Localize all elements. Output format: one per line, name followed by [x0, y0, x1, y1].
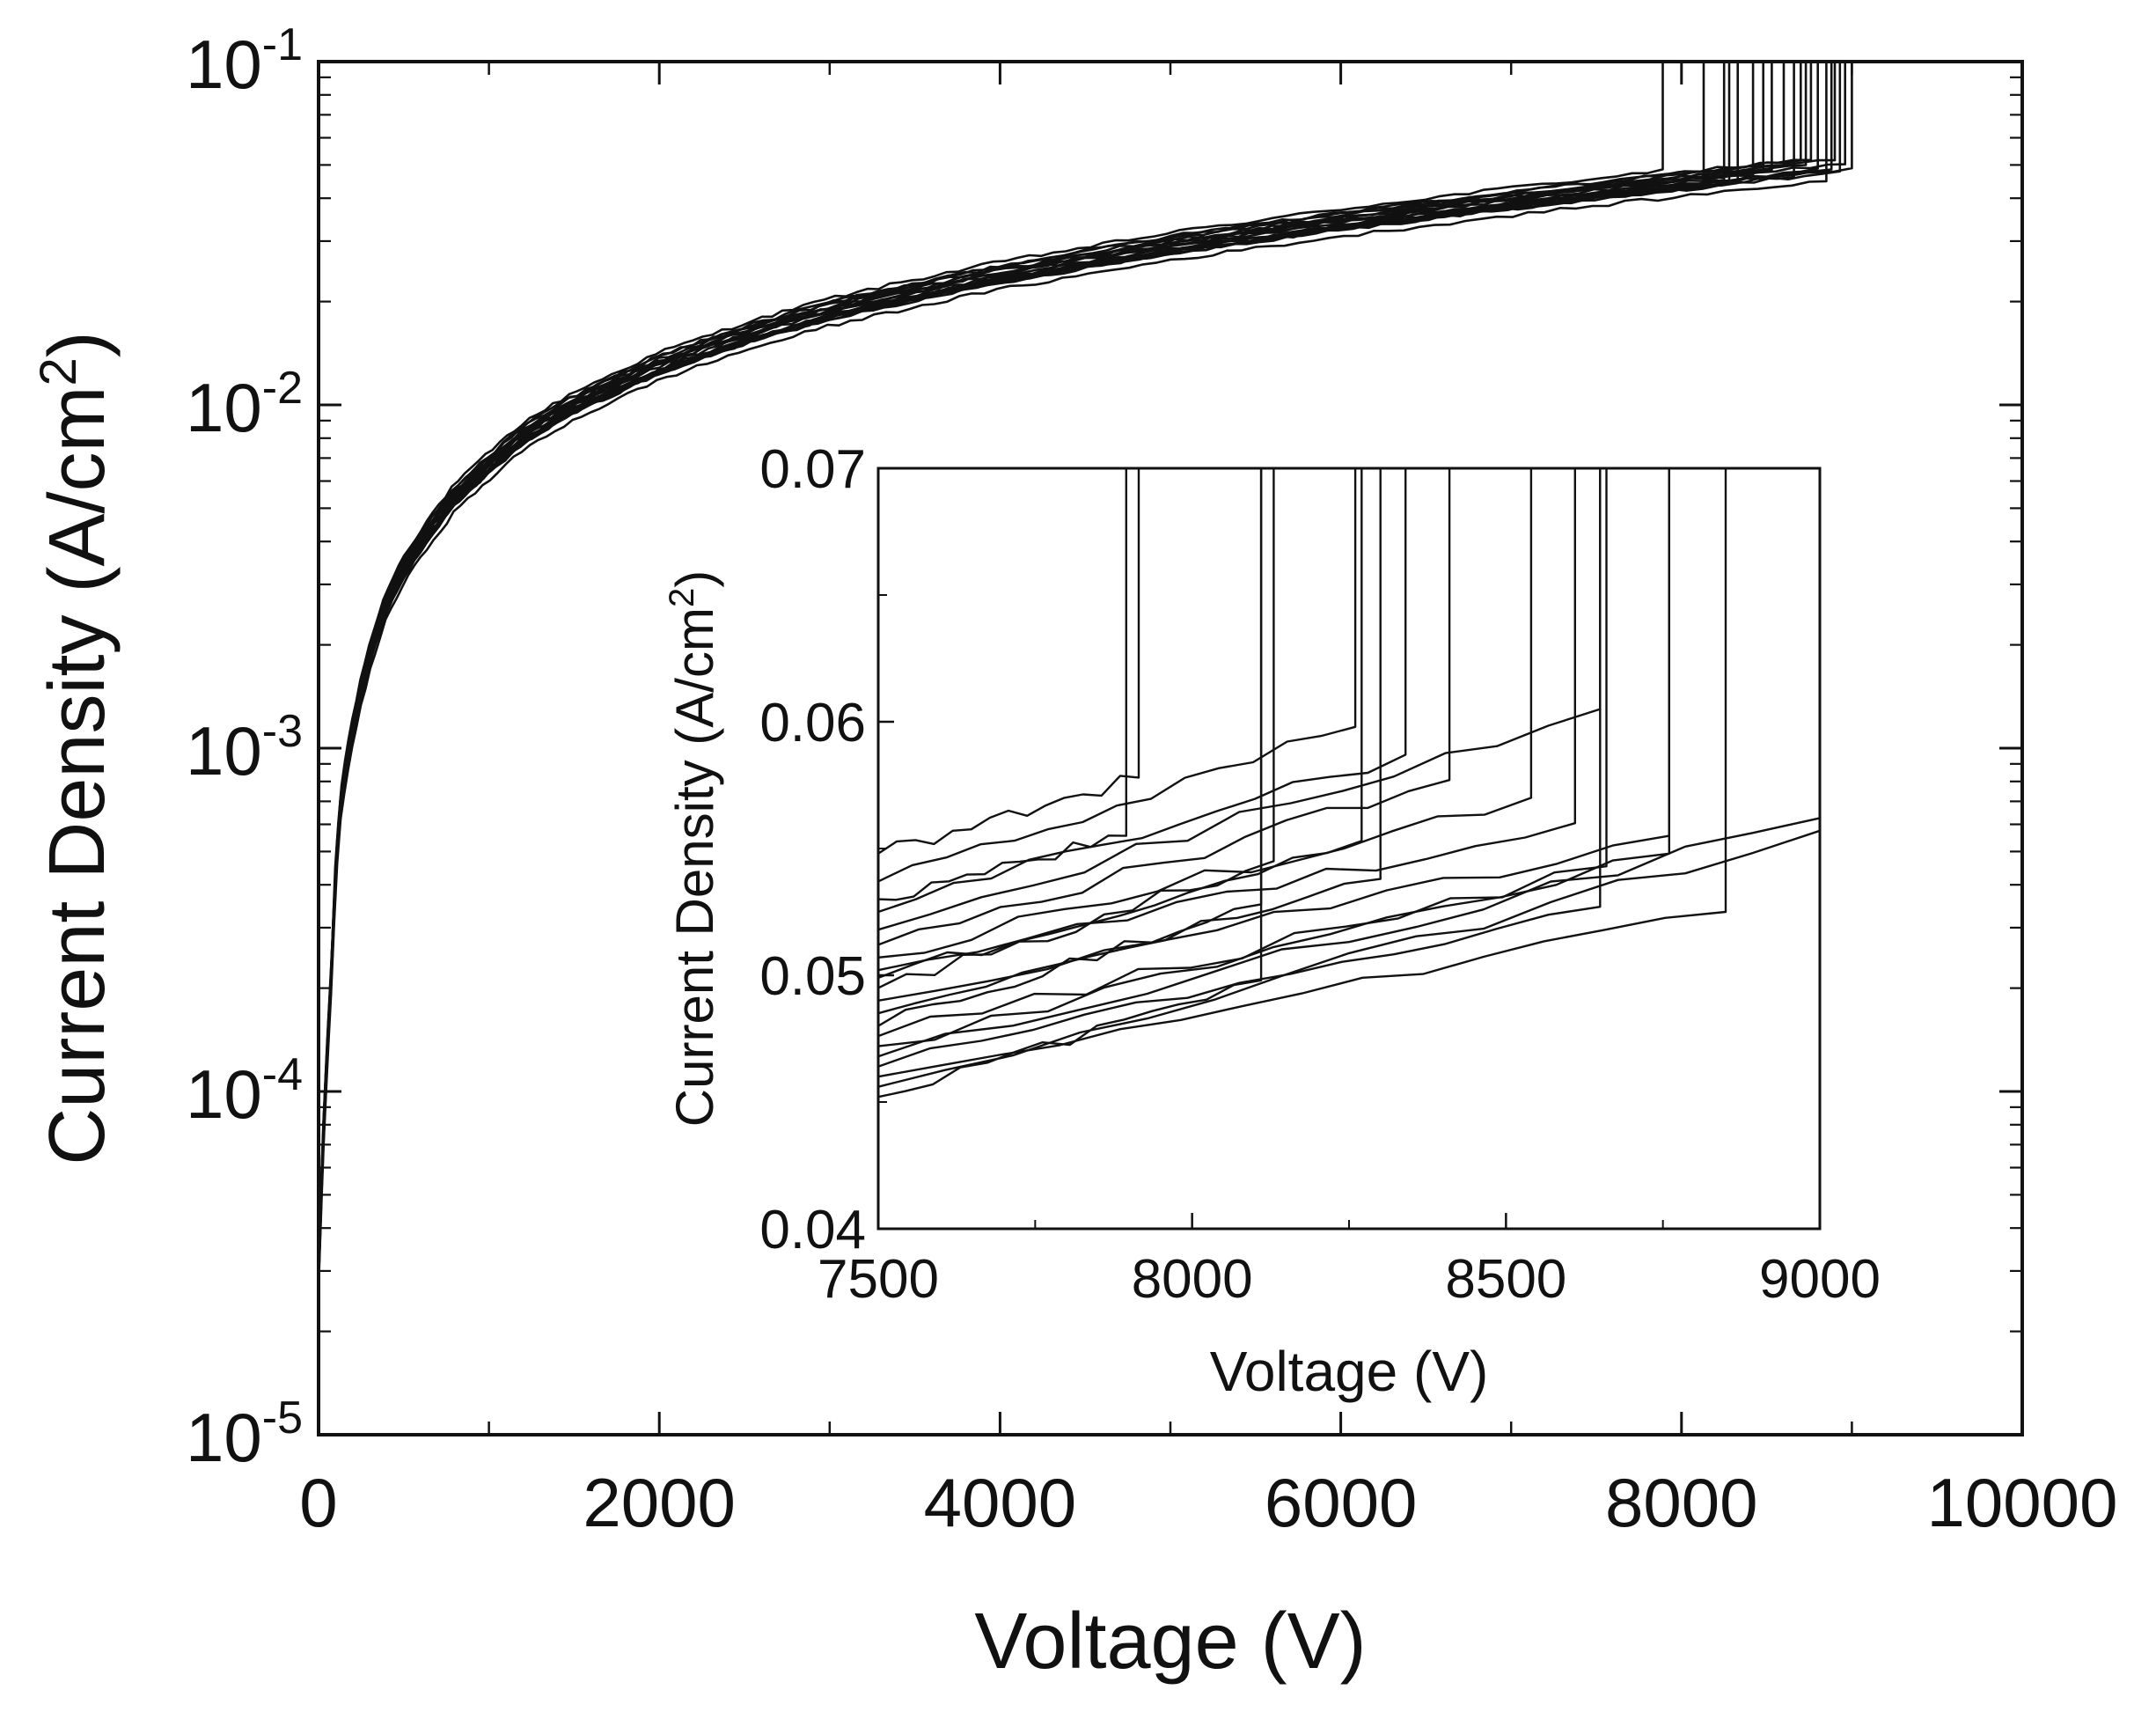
- main-y-axis-title-suffix: ): [33, 331, 121, 357]
- inset-y-tick-label: 0.05: [759, 946, 866, 1007]
- main-y-tick-exponent: -2: [262, 363, 303, 414]
- inset-series-line: [876, 467, 1822, 1058]
- main-y-tick-base: 10: [186, 1399, 262, 1476]
- main-y-tick-exponent: -5: [262, 1392, 303, 1444]
- main-y-ticks: 10-510-410-310-210-1: [186, 19, 2022, 1476]
- inset-background: [878, 468, 1820, 1229]
- inset-series-line: [876, 467, 1670, 1002]
- main-y-axis-title: Current Density (A/cm2): [30, 331, 121, 1165]
- main-y-tick-label: 10-3: [186, 706, 303, 790]
- inset-series-line: [876, 467, 1127, 901]
- main-x-tick-label: 2000: [583, 1464, 736, 1541]
- main-y-tick-base: 10: [186, 369, 262, 446]
- inset-y-tick-label: 0.04: [759, 1200, 866, 1260]
- main-x-axis-title: Voltage (V): [974, 1598, 1366, 1686]
- main-y-tick-label: 10-4: [186, 1049, 303, 1133]
- main-x-tick-label: 10000: [1927, 1464, 2118, 1541]
- inset-x-tick-label: 8500: [1445, 1249, 1566, 1310]
- inset-series-line: [876, 467, 1275, 989]
- inset-series-line: [876, 467, 1576, 972]
- inset-series-line: [876, 467, 1140, 855]
- inset-y-axis-title-suffix: ): [665, 570, 724, 588]
- inset-y-tick-label: 0.07: [759, 439, 866, 500]
- main-series-group: [317, 60, 1853, 1290]
- inset-series-line: [876, 467, 1602, 1068]
- main-series-line: [317, 60, 1853, 1281]
- main-y-tick-label: 10-1: [186, 19, 303, 103]
- main-series-line: [317, 60, 1828, 1290]
- inset-series-line: [876, 467, 1407, 914]
- inset-series-line: [876, 467, 1602, 931]
- main-series-line: [317, 60, 1842, 1283]
- inset-series-line: [876, 467, 1382, 1015]
- main-x-tick-label: 6000: [1265, 1464, 1418, 1541]
- main-x-ticks: 0 2000 4000 6000 8000 10000: [299, 62, 2117, 1541]
- main-y-tick-label: 10-5: [186, 1392, 303, 1476]
- inset-series-line: [876, 467, 1533, 959]
- main-y-tick-exponent: -4: [262, 1049, 303, 1100]
- inset-y-axis-title: Current Density (A/cm2): [663, 570, 724, 1127]
- main-series-line: [317, 60, 1664, 1262]
- inset-series-line: [876, 467, 1608, 1038]
- inset-y-ticks: 0.04 0.05 0.06 0.07: [759, 439, 894, 1260]
- main-y-tick-exponent: -1: [262, 19, 303, 70]
- inset-series-group: [876, 467, 1822, 1098]
- main-y-axis-title-text: Current Density (A/cm: [33, 386, 121, 1165]
- inset-series-line: [876, 467, 1451, 946]
- main-series-line: [317, 60, 1846, 1275]
- inset-y-tick-label: 0.06: [759, 693, 866, 753]
- inset-x-tick-label: 7500: [818, 1249, 939, 1310]
- main-x-tick-label: 4000: [924, 1464, 1077, 1541]
- inset-plot: 7500 8000 8500 9000 0.04 0.05 0.06 0.07 Voltag…: [663, 439, 1881, 1403]
- main-x-tick-label: 0: [299, 1464, 337, 1541]
- main-y-tick-base: 10: [186, 26, 262, 103]
- main-y-tick-base: 10: [186, 712, 262, 790]
- inset-x-tick-label: 8000: [1132, 1249, 1253, 1310]
- inset-x-tick-label: 9000: [1759, 1249, 1881, 1310]
- inset-series-line: [876, 467, 1822, 1088]
- main-x-tick-label: 8000: [1605, 1464, 1758, 1541]
- main-y-tick-label: 10-2: [186, 363, 303, 446]
- inset-series-line: [876, 467, 1363, 980]
- inset-series-line: [876, 467, 1670, 1047]
- inset-x-ticks: 7500 8000 8500 9000: [818, 1213, 1881, 1310]
- main-y-tick-exponent: -3: [262, 706, 303, 757]
- inset-x-axis-title: Voltage (V): [1210, 1340, 1489, 1403]
- inset-y-axis-title-text: Current Density (A/cm: [665, 607, 724, 1127]
- main-plot: 0 2000 4000 6000 8000 10000 10-510-410-310-21…: [30, 19, 2117, 1686]
- main-y-axis-title-superscript: 2: [30, 357, 87, 386]
- inset-series-line: [876, 467, 1357, 883]
- main-series-line: [317, 60, 1837, 1268]
- inset-y-axis-title-superscript: 2: [663, 588, 701, 607]
- inset-series-line: [876, 467, 1263, 1098]
- main-y-tick-base: 10: [186, 1055, 262, 1133]
- inset-series-line: [876, 467, 1263, 1027]
